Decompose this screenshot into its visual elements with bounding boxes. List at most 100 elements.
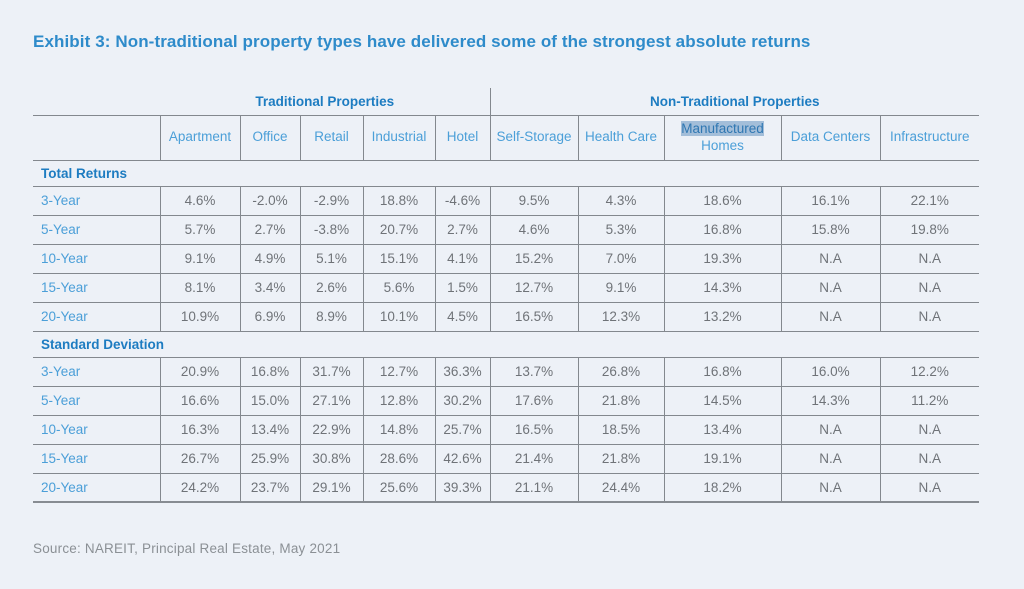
value-cell: 21.8%: [577, 444, 664, 474]
row-label: 3-Year: [33, 186, 160, 216]
row-label: 20-Year: [33, 302, 160, 332]
value-cell: -2.9%: [299, 186, 363, 216]
value-cell: 2.7%: [239, 215, 300, 245]
data-row-total-returns-3-year: 3-Year 4.6% -2.0% -2.9% 18.8% -4.6% 9.5% 4.3% 18…: [33, 186, 980, 216]
value-cell: 12.3%: [577, 302, 664, 332]
table-body: Total Returns 3-Year 4.6% -2.0% -2.9% 18.8% -4…: [33, 160, 980, 503]
value-cell: 6.9%: [239, 302, 300, 332]
value-cell: 25.7%: [434, 415, 490, 445]
value-cell: 16.5%: [489, 302, 578, 332]
value-cell: 10.1%: [362, 302, 435, 332]
data-row-total-returns-15-year: 15-Year 8.1% 3.4% 2.6% 5.6% 1.5% 12.7% 9.1% 14.3…: [33, 273, 980, 303]
value-cell: 18.6%: [663, 186, 781, 216]
row-label: 10-Year: [33, 244, 160, 274]
value-cell: 8.1%: [159, 273, 240, 303]
value-cell: 20.7%: [362, 215, 435, 245]
value-cell: 30.2%: [434, 386, 490, 416]
column-header-line: Homes: [701, 137, 744, 153]
value-cell: 16.5%: [489, 415, 578, 445]
data-row-standard-deviation-5-year: 5-Year 16.6% 15.0% 27.1% 12.8% 30.2% 17.6% 21.8…: [33, 386, 980, 416]
value-cell: 13.7%: [489, 357, 578, 387]
value-cell: 28.6%: [362, 444, 435, 474]
value-cell: 12.8%: [362, 386, 435, 416]
value-cell: 15.2%: [489, 244, 578, 274]
value-cell: N.A: [780, 302, 880, 332]
value-cell: -3.8%: [299, 215, 363, 245]
value-cell: 17.6%: [489, 386, 578, 416]
value-cell: 16.8%: [239, 357, 300, 387]
value-cell: 5.6%: [362, 273, 435, 303]
value-cell: 30.8%: [299, 444, 363, 474]
manufactured-text-selection-highlight: Manufactured: [681, 120, 764, 136]
section-row-total-returns: Total Returns: [33, 160, 980, 187]
value-cell: N.A: [879, 473, 980, 503]
data-row-total-returns-20-year: 20-Year 10.9% 6.9% 8.9% 10.1% 4.5% 16.5% 12.3% 1…: [33, 302, 980, 332]
source-note: Source: NAREIT, Principal Real Estate, M…: [33, 541, 341, 556]
value-cell: 31.7%: [299, 357, 363, 387]
column-header-health-care: Health Care: [577, 115, 664, 161]
value-cell: 12.2%: [879, 357, 980, 387]
value-cell: 16.8%: [663, 215, 781, 245]
value-cell: 15.8%: [780, 215, 880, 245]
value-cell: 21.8%: [577, 386, 664, 416]
value-cell: 19.3%: [663, 244, 781, 274]
section-label: Standard Deviation: [33, 331, 980, 358]
value-cell: 21.1%: [489, 473, 578, 503]
value-cell: 2.6%: [299, 273, 363, 303]
value-cell: 25.6%: [362, 473, 435, 503]
group-header-row: Traditional Properties Non-Traditional P…: [33, 88, 980, 116]
row-label: 20-Year: [33, 473, 160, 503]
value-cell: N.A: [780, 444, 880, 474]
column-header-self-storage: Self-Storage: [489, 115, 578, 161]
value-cell: 4.3%: [577, 186, 664, 216]
value-cell: 18.5%: [577, 415, 664, 445]
value-cell: 21.4%: [489, 444, 578, 474]
value-cell: 7.0%: [577, 244, 664, 274]
value-cell: N.A: [780, 473, 880, 503]
data-row-standard-deviation-3-year: 3-Year 20.9% 16.8% 31.7% 12.7% 36.3% 13.7% 26.8…: [33, 357, 980, 387]
data-row-standard-deviation-10-year: 10-Year 16.3% 13.4% 22.9% 14.8% 25.7% 16.5% 18.…: [33, 415, 980, 445]
column-header-apartment: Apartment: [159, 115, 240, 161]
row-label: 5-Year: [33, 215, 160, 245]
value-cell: 4.6%: [159, 186, 240, 216]
value-cell: 4.5%: [434, 302, 490, 332]
value-cell: N.A: [780, 244, 880, 274]
value-cell: 18.2%: [663, 473, 781, 503]
value-cell: 42.6%: [434, 444, 490, 474]
row-label: 3-Year: [33, 357, 160, 387]
value-cell: N.A: [879, 415, 980, 445]
row-label: 15-Year: [33, 273, 160, 303]
value-cell: 16.8%: [663, 357, 781, 387]
value-cell: 19.8%: [879, 215, 980, 245]
value-cell: 9.5%: [489, 186, 578, 216]
value-cell: -4.6%: [434, 186, 490, 216]
column-header-office: Office: [239, 115, 300, 161]
value-cell: 22.1%: [879, 186, 980, 216]
column-header-industrial: Industrial: [362, 115, 435, 161]
column-header-manufactured-homes: Manufactured Homes: [663, 115, 781, 161]
value-cell: N.A: [780, 415, 880, 445]
value-cell: 2.7%: [434, 215, 490, 245]
value-cell: 26.8%: [577, 357, 664, 387]
value-cell: 5.7%: [159, 215, 240, 245]
value-cell: 14.8%: [362, 415, 435, 445]
row-label: 15-Year: [33, 444, 160, 474]
value-cell: 22.9%: [299, 415, 363, 445]
column-header-infrastructure: Infrastructure: [879, 115, 980, 161]
value-cell: 36.3%: [434, 357, 490, 387]
value-cell: 12.7%: [489, 273, 578, 303]
data-row-standard-deviation-15-year: 15-Year 26.7% 25.9% 30.8% 28.6% 42.6% 21.4% 21.…: [33, 444, 980, 474]
row-label: 5-Year: [33, 386, 160, 416]
value-cell: 9.1%: [577, 273, 664, 303]
value-cell: 5.1%: [299, 244, 363, 274]
data-row-total-returns-5-year: 5-Year 5.7% 2.7% -3.8% 20.7% 2.7% 4.6% 5.3% 16.8…: [33, 215, 980, 245]
value-cell: N.A: [879, 444, 980, 474]
value-cell: 4.6%: [489, 215, 578, 245]
value-cell: N.A: [879, 273, 980, 303]
exhibit-title: Exhibit 3: Non-traditional property type…: [33, 32, 811, 51]
value-cell: 16.3%: [159, 415, 240, 445]
value-cell: 39.3%: [434, 473, 490, 503]
data-row-standard-deviation-20-year: 20-Year 24.2% 23.7% 29.1% 25.6% 39.3% 21.1% 24.…: [33, 473, 980, 503]
value-cell: 9.1%: [159, 244, 240, 274]
value-cell: 16.6%: [159, 386, 240, 416]
